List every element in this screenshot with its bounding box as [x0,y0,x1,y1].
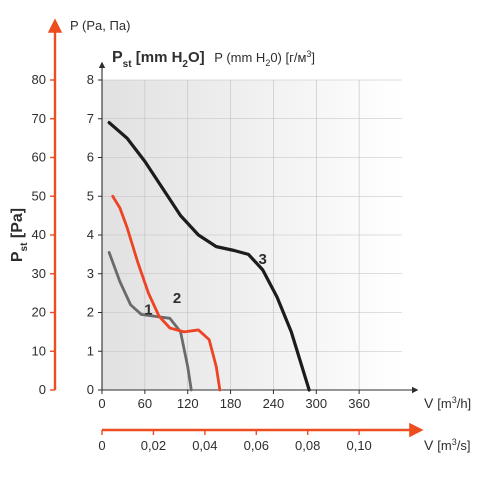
svg-text:0: 0 [39,382,46,397]
svg-text:8: 8 [87,72,94,87]
svg-text:0: 0 [87,382,94,397]
svg-text:80: 80 [32,72,46,87]
svg-text:2: 2 [87,305,94,320]
svg-text:20: 20 [32,305,46,320]
svg-text:360: 360 [348,396,370,411]
svg-text:3: 3 [87,266,94,281]
svg-text:30: 30 [32,266,46,281]
svg-text:70: 70 [32,111,46,126]
svg-text:3: 3 [259,251,267,268]
fan-curve-chart: 0102030405060708001234567806012018024030… [0,0,503,503]
svg-text:0: 0 [98,438,105,453]
svg-text:300: 300 [305,396,327,411]
svg-text:1: 1 [87,343,94,358]
svg-text:2: 2 [173,290,181,307]
x-axis-label-primary: V [m3/h] [424,395,471,411]
svg-text:0,04: 0,04 [192,438,217,453]
svg-text:P (Pa, Па): P (Pa, Па) [70,18,130,33]
svg-text:5: 5 [87,188,94,203]
svg-text:6: 6 [87,150,94,165]
svg-text:1: 1 [144,301,152,318]
svg-text:50: 50 [32,188,46,203]
svg-text:60: 60 [138,396,152,411]
svg-text:10: 10 [32,343,46,358]
svg-text:0,08: 0,08 [295,438,320,453]
x-axis-label-secondary: V [m3/s] [424,437,470,453]
svg-text:0: 0 [98,396,105,411]
svg-text:0,06: 0,06 [244,438,269,453]
svg-text:40: 40 [32,227,46,242]
y-axis-label: Pst [Pa] [9,208,30,262]
chart-title: Pst [mm H2O] P (mm H20) [г/м3] [112,49,315,70]
svg-text:0,02: 0,02 [141,438,166,453]
svg-text:60: 60 [32,150,46,165]
svg-text:0,10: 0,10 [346,438,371,453]
svg-text:4: 4 [87,227,94,242]
svg-text:7: 7 [87,111,94,126]
svg-text:240: 240 [263,396,285,411]
svg-text:120: 120 [177,396,199,411]
svg-text:180: 180 [220,396,242,411]
